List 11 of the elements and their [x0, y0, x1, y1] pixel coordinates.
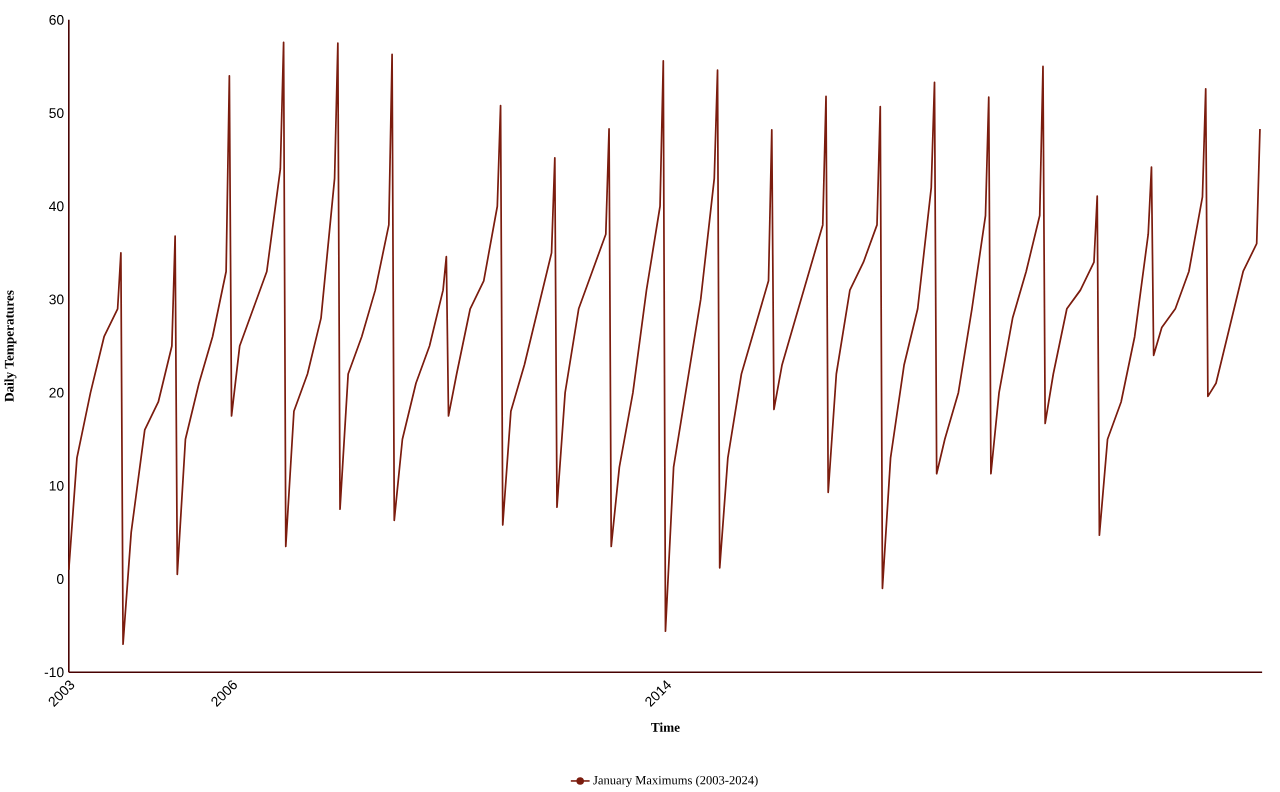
- y-tick-label: 50: [49, 108, 64, 119]
- y-tick-label: 60: [49, 15, 64, 25]
- y-tick-label: 10: [49, 481, 64, 491]
- y-tick-label: -10: [44, 667, 64, 678]
- y-axis-title: Daily Temperatures: [4, 290, 17, 402]
- legend-label: January Maximums (2003-2024): [593, 775, 758, 788]
- y-tick-label: 0: [56, 574, 64, 585]
- y-tick-label: 40: [49, 201, 64, 212]
- x-axis-title: Time: [651, 722, 680, 733]
- y-tick-label: 20: [49, 387, 64, 398]
- y-tick-label: 30: [49, 294, 64, 305]
